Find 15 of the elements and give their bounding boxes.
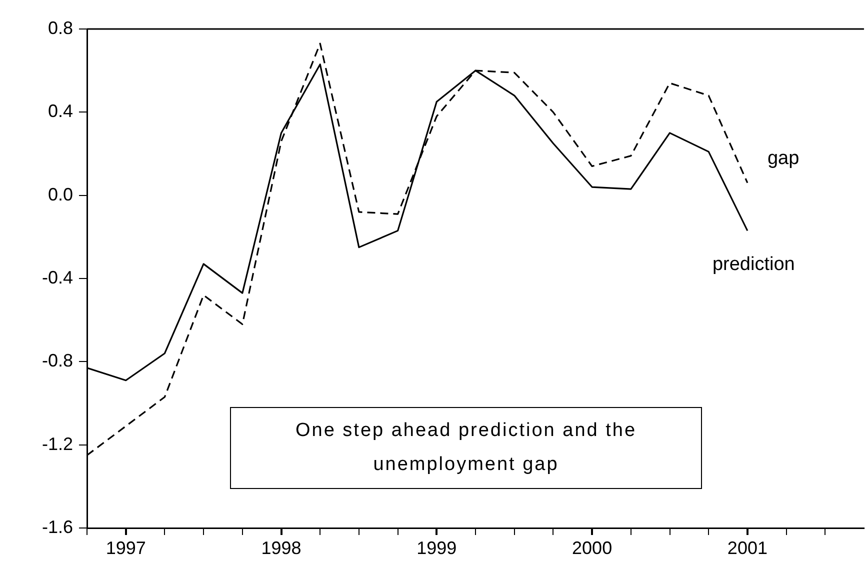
annotation: One step ahead prediction and the unemployment gap — [230, 407, 702, 489]
x-tick-label: 1998 — [261, 538, 302, 558]
x-tick-label: 2001 — [727, 538, 768, 558]
y-tick-label: 0.4 — [48, 101, 73, 122]
y-tick-label: -0.4 — [42, 267, 73, 288]
y-tick-label: -1.2 — [42, 434, 73, 454]
x-tick-label: 1999 — [416, 538, 457, 558]
x-tick-label: 2000 — [572, 538, 612, 558]
y-tick-label: -1.6 — [42, 516, 73, 537]
y-tick-label: 0.0 — [48, 184, 73, 204]
y-tick-label: 0.8 — [48, 18, 73, 38]
series-label: prediction — [712, 254, 795, 275]
y-tick-label: -0.8 — [42, 350, 73, 371]
x-tick-label: 1997 — [106, 538, 146, 558]
series-label: gap — [767, 148, 800, 170]
